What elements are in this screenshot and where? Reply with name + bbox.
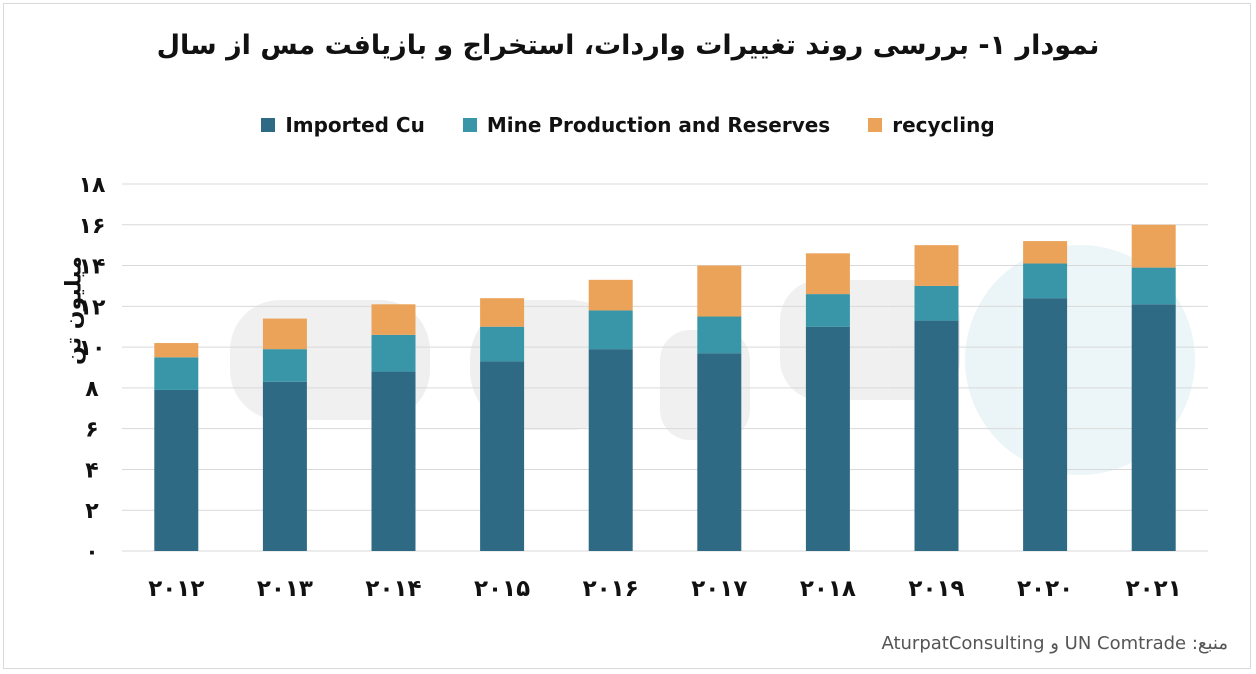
bar-segment-mine <box>154 357 199 390</box>
legend-swatch-imported <box>261 118 276 132</box>
y-tick-label: ۲ <box>85 499 99 524</box>
x-tick-label: ۲۰۱۶ <box>583 576 639 602</box>
bar-segment-imported <box>805 326 850 551</box>
legend-label-recycling: recycling <box>892 113 995 137</box>
y-tick-label: ۶ <box>85 418 98 443</box>
bar-segment-mine <box>697 316 742 354</box>
y-tick-label: ۴ <box>85 458 98 483</box>
legend-item-mine: Mine Production and Reserves <box>462 113 831 137</box>
x-tick-label: ۲۰۱۸ <box>800 576 856 602</box>
bar-segment-imported <box>914 320 959 551</box>
bar-segment-mine <box>1023 263 1068 299</box>
bar-segment-recycling <box>1131 224 1176 268</box>
y-tick-label: ۱۲ <box>79 295 106 320</box>
legend: Imported Cu Mine Production and Reserves… <box>0 113 1256 137</box>
bar-segment-imported <box>588 349 633 551</box>
source-note: منبع: UN Comtrade و AturpatConsulting <box>881 633 1228 654</box>
bar-segment-recycling <box>154 343 199 358</box>
bar-segment-mine <box>480 326 525 362</box>
bar-segment-imported <box>1131 304 1176 551</box>
bar-segment-mine <box>914 285 959 321</box>
bar-segment-mine <box>588 310 633 350</box>
legend-item-imported: Imported Cu <box>261 113 425 137</box>
y-tick-label: ۰ <box>85 540 98 565</box>
bar-segment-imported <box>154 389 199 551</box>
bar-segment-imported <box>262 381 307 551</box>
bar-segment-recycling <box>1023 241 1068 264</box>
x-tick-label: ۲۰۱۹ <box>908 576 964 602</box>
chart-title: نمودار ۱- بررسی روند تغییرات واردات، است… <box>156 30 1100 61</box>
y-tick-label: ۱۶ <box>79 214 106 239</box>
y-tick-label: ۱۰ <box>79 336 106 361</box>
bar-segment-recycling <box>914 245 959 286</box>
bar-segment-mine <box>805 294 850 327</box>
legend-label-mine: Mine Production and Reserves <box>486 113 831 137</box>
x-tick-label: ۲۰۱۳ <box>257 576 313 602</box>
bar-segment-imported <box>480 361 525 551</box>
x-tick-label: ۲۰۱۲ <box>148 576 204 602</box>
bar-segment-imported <box>371 371 416 551</box>
legend-item-recycling: recycling <box>868 113 995 137</box>
bar-segment-recycling <box>371 304 416 335</box>
legend-swatch-recycling <box>868 118 883 132</box>
bar-segment-imported <box>1023 298 1068 551</box>
bar-segment-recycling <box>480 298 525 327</box>
bar-segment-recycling <box>697 265 742 317</box>
bar-segment-recycling <box>262 318 307 350</box>
y-tick-label: ۱۴ <box>79 255 106 280</box>
legend-label-imported: Imported Cu <box>285 113 425 137</box>
bar-segment-mine <box>262 349 307 382</box>
bar-segment-recycling <box>805 253 850 295</box>
x-tick-label: ۲۰۱۵ <box>474 576 530 602</box>
legend-swatch-mine <box>462 118 477 132</box>
bar-segment-mine <box>1131 267 1176 305</box>
x-tick-label: ۲۰۱۴ <box>365 576 421 602</box>
y-tick-label: ۸ <box>85 377 99 402</box>
bar-segment-imported <box>697 353 742 551</box>
chart-frame <box>3 3 1251 669</box>
bar-segment-recycling <box>588 279 633 311</box>
x-tick-label: ۲۰۱۷ <box>691 576 747 602</box>
y-tick-label: ۱۸ <box>79 173 106 198</box>
x-tick-label: ۲۰۲۰ <box>1017 576 1073 602</box>
x-tick-label: ۲۰۲۱ <box>1126 576 1182 602</box>
bar-segment-mine <box>371 334 416 372</box>
